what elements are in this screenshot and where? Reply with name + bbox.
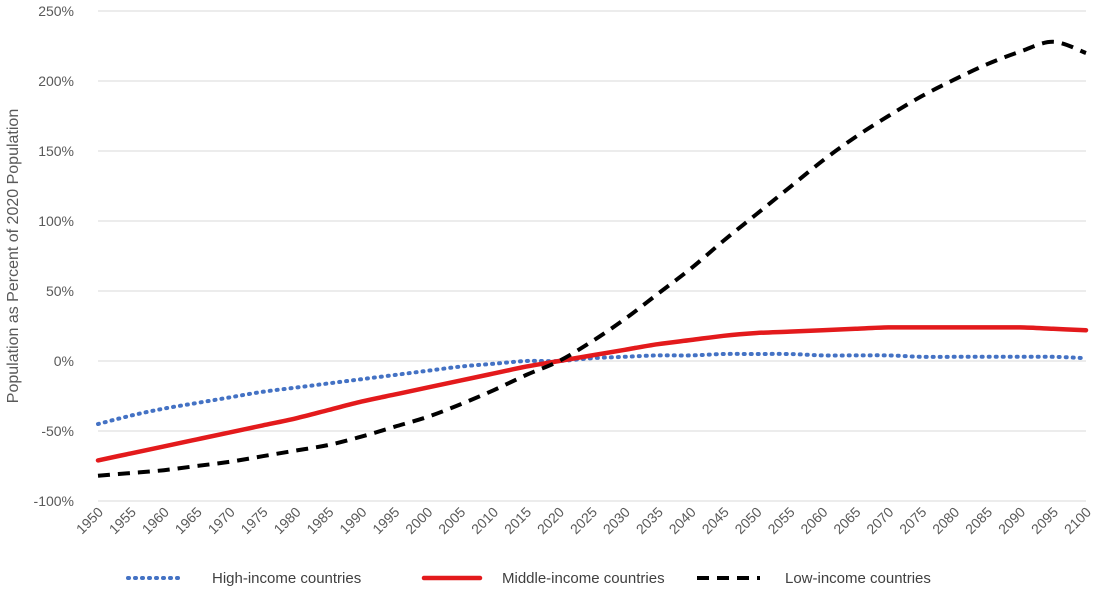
x-tick-label: 1965 — [172, 504, 205, 537]
x-tick-label: 2085 — [962, 504, 995, 537]
gridlines — [98, 10, 1086, 502]
x-tick-label: 2060 — [797, 504, 830, 537]
x-tick-label: 1985 — [303, 504, 336, 537]
x-axis-tick-labels: 1950 1955 1960 1965 1970 1975 1980 1985 1990 1995… — [73, 504, 1094, 537]
x-tick-label: 2035 — [633, 504, 666, 537]
x-tick-label: 2000 — [402, 504, 435, 537]
x-tick-label: 2050 — [731, 504, 764, 537]
y-tick-label: -100% — [34, 493, 74, 509]
x-tick-label: 1960 — [139, 504, 172, 537]
y-axis-title: Population as Percent of 2020 Population — [5, 109, 22, 403]
x-tick-label: 1950 — [73, 504, 106, 537]
x-tick-label: 2040 — [666, 504, 699, 537]
x-tick-label: 1975 — [237, 504, 270, 537]
series-line-low-income — [97, 39, 1087, 478]
x-tick-label: 1980 — [270, 504, 303, 537]
legend-label: Low-income countries — [785, 570, 931, 587]
x-tick-label: 2080 — [929, 504, 962, 537]
x-tick-label: 2095 — [1028, 504, 1061, 537]
x-tick-label: 2015 — [501, 504, 534, 537]
y-tick-label: 0% — [54, 353, 74, 369]
y-tick-label: -50% — [41, 423, 74, 439]
x-tick-label: 2065 — [830, 504, 863, 537]
x-tick-label: 2010 — [468, 504, 501, 537]
x-tick-label: 2025 — [567, 504, 600, 537]
x-tick-label: 1990 — [336, 504, 369, 537]
x-tick-label: 2020 — [534, 504, 567, 537]
x-tick-label: 2070 — [863, 504, 896, 537]
series-line-high-income — [96, 351, 1088, 426]
x-tick-label: 2075 — [896, 504, 929, 537]
series-line-middle-income — [95, 325, 1089, 463]
legend-label: Middle-income countries — [502, 570, 665, 587]
x-tick-label: 2005 — [435, 504, 468, 537]
legend-item-low-income: Low-income countries — [697, 570, 931, 587]
legend: High-income countries Middle-income count… — [126, 570, 931, 587]
series-lines — [95, 39, 1089, 478]
y-tick-label: 250% — [38, 3, 74, 19]
legend-label: High-income countries — [212, 570, 361, 587]
y-tick-label: 150% — [38, 143, 74, 159]
y-axis-tick-labels: -100% -50% 0% 50% 100% 150% 200% 250% — [34, 3, 74, 509]
x-tick-label: 1970 — [205, 504, 238, 537]
x-tick-label: 2100 — [1061, 504, 1094, 537]
x-tick-label: 2055 — [764, 504, 797, 537]
x-tick-label: 2045 — [699, 504, 732, 537]
x-tick-label: 2030 — [600, 504, 633, 537]
legend-item-middle-income: Middle-income countries — [421, 570, 665, 587]
x-tick-label: 1955 — [106, 504, 139, 537]
y-tick-label: 100% — [38, 213, 74, 229]
legend-item-high-income: High-income countries — [126, 570, 361, 587]
y-tick-label: 50% — [46, 283, 74, 299]
y-tick-label: 200% — [38, 73, 74, 89]
x-tick-label: 2090 — [995, 504, 1028, 537]
x-tick-label: 1995 — [369, 504, 402, 537]
